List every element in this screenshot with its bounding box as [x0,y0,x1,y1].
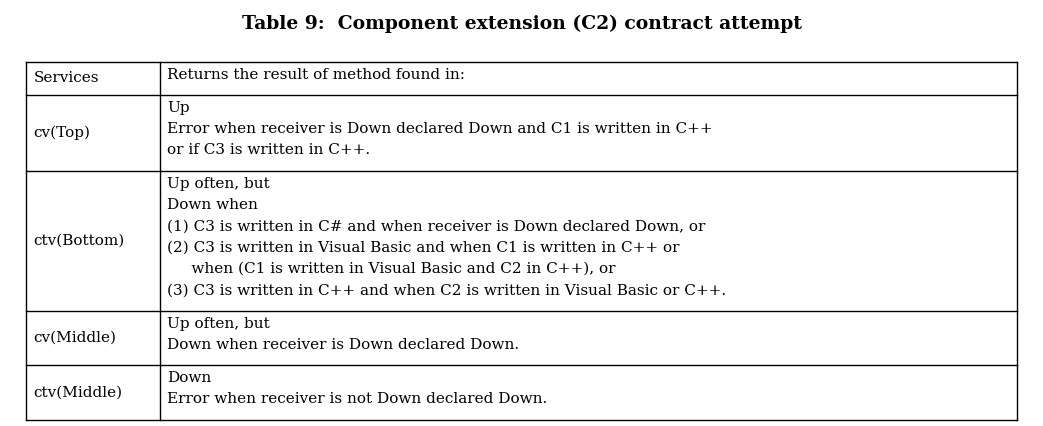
Text: (1) C3 is written in C# and when receiver is Down declared Down, or: (1) C3 is written in C# and when receive… [167,219,705,233]
Text: Error when receiver is not Down declared Down.: Error when receiver is not Down declared… [167,392,548,406]
Text: Services: Services [33,71,99,85]
Text: or if C3 is written in C++.: or if C3 is written in C++. [167,144,370,158]
Text: Up often, but: Up often, but [167,317,270,331]
Text: Returns the result of method found in:: Returns the result of method found in: [167,68,465,82]
Text: (3) C3 is written in C++ and when C2 is written in Visual Basic or C++.: (3) C3 is written in C++ and when C2 is … [167,283,726,297]
Text: when (C1 is written in Visual Basic and C2 in C++), or: when (C1 is written in Visual Basic and … [167,262,615,276]
Text: Down when receiver is Down declared Down.: Down when receiver is Down declared Down… [167,338,519,352]
Text: cv(Top): cv(Top) [33,126,91,140]
Text: Down: Down [167,371,212,385]
Text: (2) C3 is written in Visual Basic and when C1 is written in C++ or: (2) C3 is written in Visual Basic and wh… [167,241,680,255]
Text: ctv(Bottom): ctv(Bottom) [33,234,124,248]
Text: ctv(Middle): ctv(Middle) [33,386,122,399]
Text: cv(Middle): cv(Middle) [33,331,117,345]
Text: Down when: Down when [167,198,258,212]
Text: Up: Up [167,101,190,115]
Text: Error when receiver is Down declared Down and C1 is written in C++: Error when receiver is Down declared Dow… [167,122,712,136]
Text: Up often, but: Up often, but [167,177,270,190]
Text: Table 9:  Component extension (C2) contract attempt: Table 9: Component extension (C2) contra… [242,15,801,33]
